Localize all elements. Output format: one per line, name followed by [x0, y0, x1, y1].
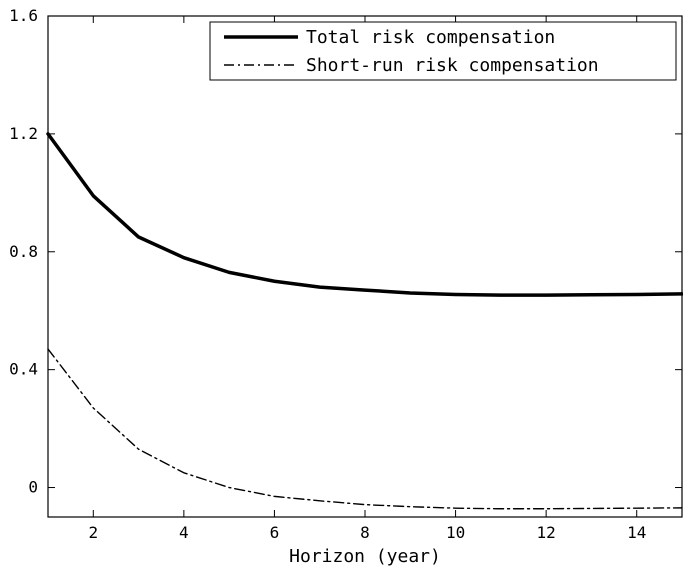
y-tick-label: 1.6	[9, 6, 38, 25]
plot-frame	[47, 15, 683, 518]
x-tick-label: 12	[537, 523, 556, 542]
tick-labels: 2 4 6 8 10 12 14 0 0.4 0.8 1.2 1.6	[9, 6, 646, 542]
plot-area	[47, 15, 683, 518]
y-tick-label: 1.2	[9, 124, 38, 143]
x-axis-label: Horizon (year)	[289, 546, 441, 567]
x-tick-label: 6	[270, 523, 280, 542]
y-tick-label: 0.8	[9, 242, 38, 261]
legend: Total risk compensation Short-run risk c…	[209, 21, 677, 81]
legend-label-total-risk: Total risk compensation	[306, 27, 555, 48]
y-tick-label: 0	[28, 478, 38, 497]
x-tick-label: 8	[360, 523, 370, 542]
series-lines	[46, 132, 683, 510]
x-tick-label: 10	[446, 523, 465, 542]
x-tick-label: 4	[179, 523, 189, 542]
x-tick-label: 2	[88, 523, 98, 542]
series-line-short-run-risk	[47, 348, 683, 510]
legend-box	[209, 21, 677, 81]
series-line-total-risk	[46, 132, 683, 297]
y-tick-label: 0.4	[9, 360, 38, 379]
legend-label-short-run-risk: Short-run risk compensation	[306, 55, 599, 76]
x-tick-label: 14	[627, 523, 646, 542]
